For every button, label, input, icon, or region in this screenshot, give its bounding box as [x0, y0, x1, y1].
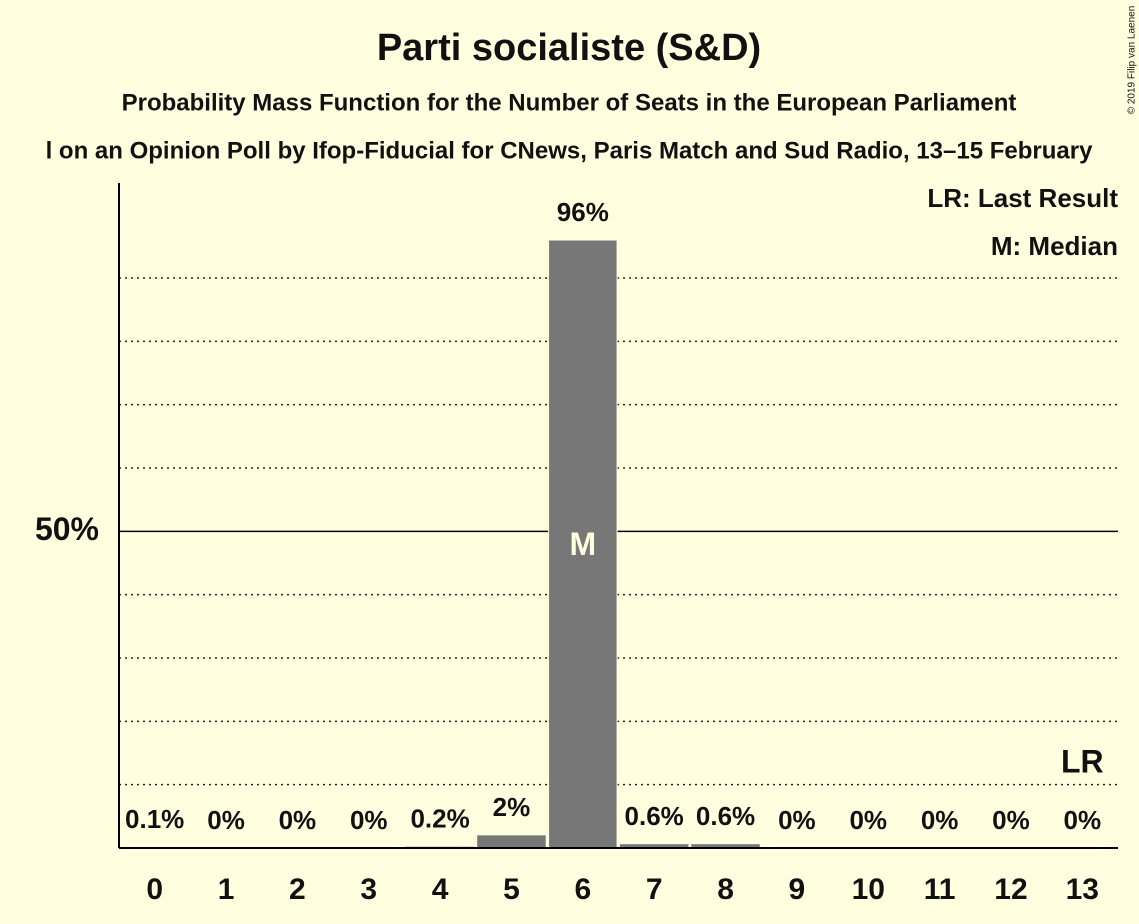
value-label: 0% [849, 805, 887, 835]
x-tick-label: 2 [289, 873, 306, 906]
value-label: 2% [493, 792, 531, 822]
value-label: 0.1% [125, 804, 184, 834]
bar [619, 844, 689, 848]
x-tick-label: 12 [994, 873, 1027, 906]
value-label: 0% [992, 805, 1030, 835]
value-label: 96% [557, 197, 609, 227]
x-tick-label: 0 [146, 873, 163, 906]
x-tick-label: 3 [360, 873, 377, 906]
legend-entry: LR: Last Result [927, 183, 1118, 213]
median-marker: M [569, 526, 596, 562]
value-label: 0% [279, 805, 317, 835]
last-result-marker: LR [1061, 743, 1104, 779]
value-label: 0% [778, 805, 816, 835]
value-label: 0.2% [410, 804, 469, 834]
copyright: © 2019 Filip van Laenen [1127, 6, 1138, 115]
value-label: 0.6% [625, 801, 684, 831]
x-tick-label: 4 [432, 873, 449, 906]
x-tick-label: 7 [646, 873, 663, 906]
chart-subtitle: Probability Mass Function for the Number… [122, 89, 1017, 116]
chart-source: l on an Opinion Poll by Ifop-Fiducial fo… [46, 137, 1093, 164]
x-tick-label: 6 [574, 873, 591, 906]
x-tick-label: 9 [789, 873, 806, 906]
legend-entry: M: Median [991, 231, 1118, 261]
x-tick-label: 11 [924, 873, 956, 906]
x-tick-label: 10 [852, 873, 885, 906]
value-label: 0% [207, 805, 245, 835]
x-tick-label: 13 [1066, 873, 1099, 906]
bar [691, 844, 760, 848]
x-tick-label: 1 [218, 873, 235, 906]
value-label: 0.6% [696, 801, 755, 831]
x-tick-label: 8 [717, 873, 734, 906]
chart-title: Parti socialiste (S&D) [377, 27, 761, 69]
value-label: 0% [350, 805, 388, 835]
bar [477, 835, 546, 848]
x-tick-label: 5 [503, 873, 520, 906]
bar [548, 239, 618, 849]
value-label: 0% [1064, 805, 1102, 835]
y-tick-label: 50% [35, 511, 99, 547]
value-label: 0% [921, 805, 959, 835]
